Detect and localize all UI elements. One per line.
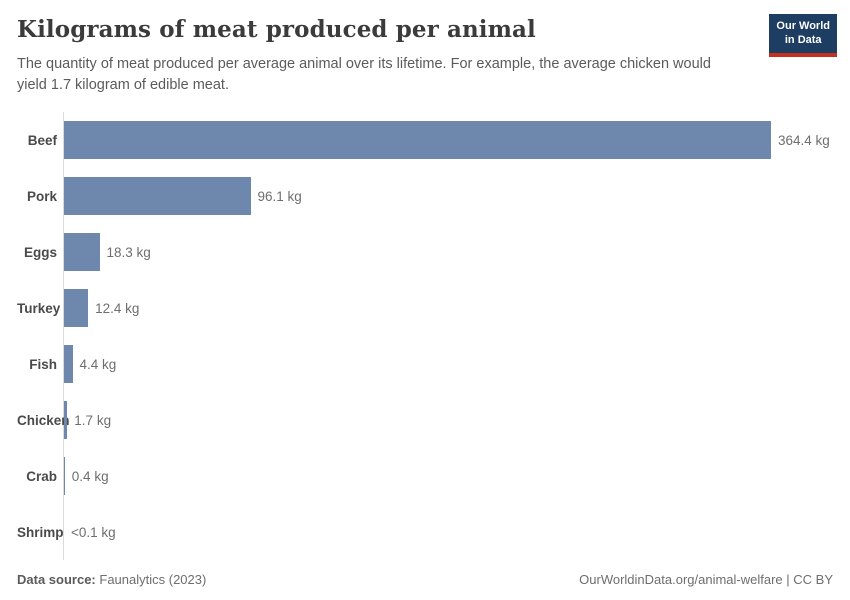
chart-header: Kilograms of meat produced per animal Th…: [17, 14, 837, 97]
bar-row: Chicken 1.7 kg: [17, 392, 837, 448]
bar-chart: Beef 364.4 kg Pork 96.1 kg Eggs 18.3 kg Turkey…: [17, 112, 837, 561]
data-source-value[interactable]: Faunalytics (2023): [99, 572, 207, 588]
bar[interactable]: [64, 401, 68, 440]
bar-row: Fish 4.4 kg: [17, 336, 837, 392]
value-label: 1.7 kg: [74, 412, 112, 428]
chart-footer: Data source: Faunalytics (2023) OurWorld…: [17, 572, 837, 587]
bar-row: Turkey 12.4 kg: [17, 280, 837, 336]
owid-logo-line2: in Data: [784, 34, 822, 47]
category-label: Chicken: [17, 412, 70, 428]
owid-logo: Our World in Data: [769, 14, 837, 57]
value-label: 12.4 kg: [95, 300, 140, 316]
credit-link[interactable]: OurWorldinData.org/animal-welfare | CC B…: [579, 572, 833, 588]
data-source-label: Data source:: [17, 572, 96, 588]
bar[interactable]: [64, 289, 89, 328]
owid-logo-line1: Our World: [776, 20, 830, 32]
bar[interactable]: [64, 121, 771, 160]
bar-row: Shrimp <0.1 kg: [17, 504, 837, 560]
category-label: Pork: [26, 188, 57, 204]
chart-title: Kilograms of meat produced per animal: [17, 16, 536, 43]
bar[interactable]: [64, 177, 251, 216]
value-label: 364.4 kg: [778, 132, 830, 148]
value-label: 96.1 kg: [257, 188, 302, 204]
bar-row: Crab 0.4 kg: [17, 448, 837, 504]
value-label: <0.1 kg: [71, 524, 116, 540]
bar-rows: Beef 364.4 kg Pork 96.1 kg Eggs 18.3 kg Turkey…: [17, 112, 837, 560]
category-label: Eggs: [23, 244, 57, 260]
category-label: Shrimp: [17, 524, 64, 540]
chart-subtitle: The quantity of meat produced per averag…: [17, 55, 711, 94]
category-label: Crab: [26, 468, 57, 484]
value-label: 4.4 kg: [79, 356, 117, 372]
value-label: 18.3 kg: [106, 244, 151, 260]
category-label: Beef: [27, 132, 57, 148]
title-block: Kilograms of meat produced per animal Th…: [17, 14, 717, 97]
category-label: Fish: [29, 356, 57, 372]
value-label: 0.4 kg: [71, 468, 109, 484]
bar-row: Pork 96.1 kg: [17, 168, 837, 224]
bar[interactable]: [64, 457, 65, 496]
data-source: Data source: Faunalytics (2023): [17, 572, 206, 587]
bar-row: Beef 364.4 kg: [17, 112, 837, 168]
y-axis-line: [63, 112, 64, 561]
bar-row: Eggs 18.3 kg: [17, 224, 837, 280]
bar[interactable]: [64, 233, 100, 272]
category-label: Turkey: [17, 300, 61, 316]
bar[interactable]: [64, 345, 73, 384]
